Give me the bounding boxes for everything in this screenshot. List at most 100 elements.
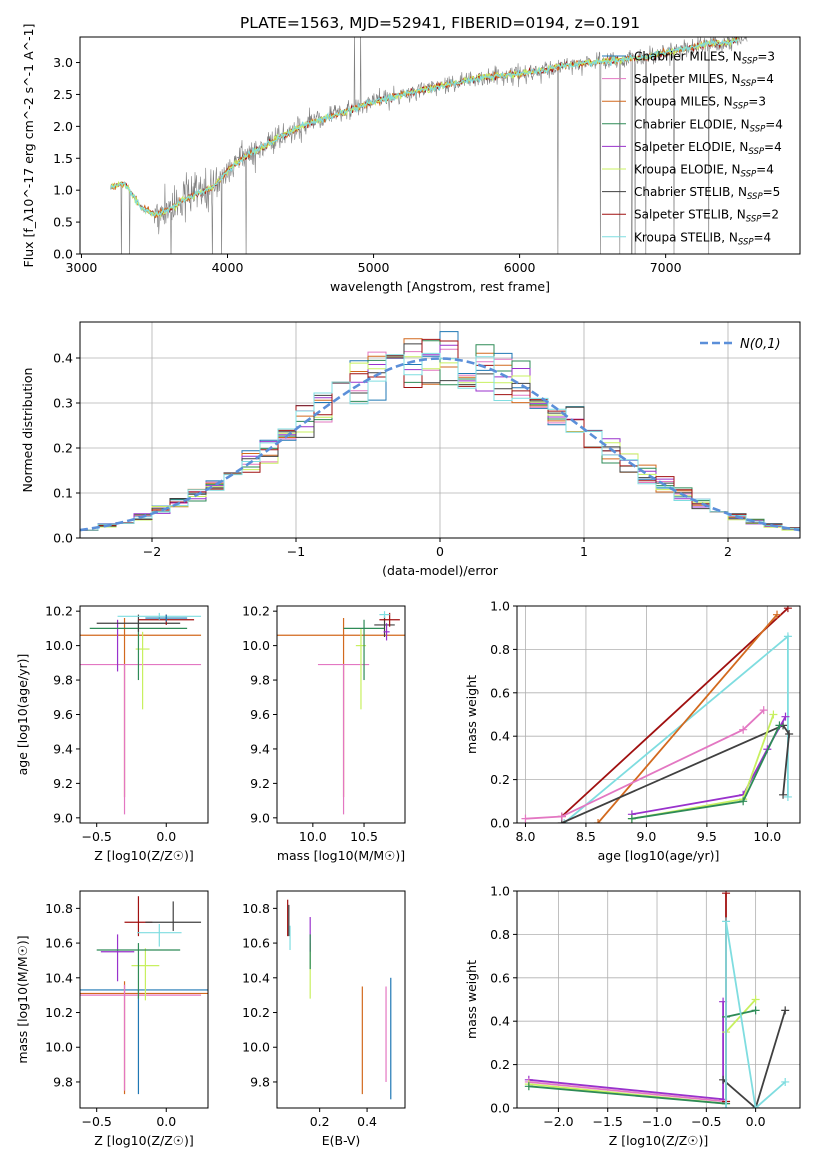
x-tick-label: 5000: [358, 260, 390, 275]
x-axis-label: Z [log10(Z/Z☉)]: [609, 1133, 709, 1148]
plot-area: [277, 611, 405, 815]
y-tick-label: 0.4: [490, 729, 510, 744]
point-marker: [781, 712, 790, 721]
y-axis-label: Normed distribution: [20, 368, 35, 493]
weight-line: [563, 634, 789, 823]
y-tick-label: 9.6: [250, 707, 270, 722]
point-marker: [751, 1104, 760, 1108]
y-tick-label: 0.0: [490, 816, 510, 831]
plot-area: [80, 612, 202, 815]
point-marker: [781, 1077, 790, 1086]
legend-label: Kroupa STELIB, NSSP=4: [634, 230, 771, 247]
x-axis-label: mass [log10(M/M☉)]: [277, 848, 405, 863]
y-tick-label: 1.5: [53, 151, 73, 166]
x-tick-label: 0: [436, 544, 444, 559]
x-tick-label: 9.5: [697, 829, 717, 844]
axes-frame: [79, 890, 209, 1109]
weight-line: [725, 921, 786, 1108]
x-axis-label: Z [log10(Z/Z☉)]: [94, 1133, 194, 1148]
y-tick-label: 10.2: [45, 604, 73, 619]
point-marker: [521, 814, 530, 823]
x-tick-label: 0.2: [310, 1114, 330, 1129]
y-tick-label: 0.5: [53, 215, 73, 230]
x-tick-label: 8.5: [576, 829, 596, 844]
y-tick-label: 0.1: [53, 486, 73, 501]
weight-line: [561, 724, 791, 823]
x-axis-label: wavelength [Angstrom, rest frame]: [330, 279, 550, 294]
y-tick-label: 0.2: [490, 772, 510, 787]
x-tick-label: −2: [143, 544, 161, 559]
x-tick-label: −2.0: [543, 1114, 573, 1129]
y-tick-label: 10.2: [45, 1005, 73, 1020]
x-tick-label: 0.0: [156, 829, 176, 844]
y-tick-label: 10.8: [45, 901, 73, 916]
point-marker: [783, 632, 792, 641]
point-marker: [739, 797, 748, 806]
y-tick-label: 9.2: [250, 776, 270, 791]
y-tick-label: 10.6: [45, 936, 73, 951]
x-tick-label: 6000: [504, 260, 536, 275]
x-tick-label: 0.0: [156, 1114, 176, 1129]
x-tick-label: 0.4: [357, 1114, 377, 1129]
point-marker: [773, 610, 782, 619]
weight-vs-metallicity-panel: −2.0 −1.5 −1.0 −0.5 0.0 0.0 0.2 0.4 0.6 0.8 1.0 Z […: [464, 884, 801, 1148]
y-axis-label: mass weight: [464, 960, 479, 1039]
y-tick-label: 9.0: [53, 810, 73, 825]
y-tick-label: 9.8: [250, 673, 270, 688]
weight-vs-age-panel: 8.0 8.5 9.0 9.5 10.0 0.0 0.2 0.4 0.6 0.8 1.0 age [l…: [464, 599, 801, 863]
x-tick-label: −0.5: [82, 829, 112, 844]
y-tick-label: 0.0: [53, 247, 73, 262]
weight-line: [597, 614, 778, 823]
x-axis-label: Z [log10(Z/Z☉)]: [94, 848, 194, 863]
spectrum-legend: Chabrier MILES, NSSP=3 Salpeter MILES, NS…: [602, 50, 783, 247]
y-tick-label: 10.2: [242, 1005, 270, 1020]
y-tick-label: 10.2: [242, 604, 270, 619]
y-tick-label: 10.6: [242, 936, 270, 951]
y-tick-label: 9.0: [250, 810, 270, 825]
x-tick-label: 1: [580, 544, 588, 559]
weight-line: [528, 998, 757, 1105]
x-tick-label: −1.5: [593, 1114, 623, 1129]
axes-frame: [516, 890, 801, 1109]
y-tick-label: 2.0: [53, 119, 73, 134]
y-tick-label: 3.0: [53, 55, 73, 70]
point-marker: [785, 730, 794, 739]
y-tick-label: 10.0: [242, 1040, 270, 1055]
y-tick-label: 9.4: [250, 741, 270, 756]
point-marker: [560, 819, 569, 823]
legend-label: Salpeter STELIB, NSSP=2: [634, 208, 779, 225]
axes-frame: [79, 605, 209, 824]
x-tick-label: 10.0: [299, 829, 327, 844]
y-axis-label: age [log10(age/yr)]: [15, 654, 30, 776]
y-tick-label: 1.0: [53, 183, 73, 198]
y-tick-label: 1.0: [490, 599, 510, 614]
y-axis-label: mass [log10(M/M☉)]: [15, 935, 30, 1063]
weight-line: [722, 1010, 787, 1108]
x-tick-label: 7000: [650, 260, 682, 275]
axes-frame: [276, 890, 406, 1109]
legend-label: Chabrier STELIB, NSSP=5: [634, 185, 780, 202]
point-marker: [722, 891, 731, 898]
y-axis-label: mass weight: [464, 675, 479, 754]
x-tick-label: 0.0: [746, 1114, 766, 1129]
legend-label: Kroupa ELODIE, NSSP=4: [634, 163, 774, 180]
x-tick-label: 10.0: [753, 829, 781, 844]
point-marker: [779, 790, 788, 799]
x-tick-label: 4000: [212, 260, 244, 275]
x-axis-label: age [log10(age/yr)]: [598, 848, 720, 863]
legend-label: Chabrier MILES, NSSP=3: [634, 50, 775, 67]
point-marker: [524, 1082, 533, 1091]
y-tick-label: 9.8: [53, 673, 73, 688]
gaussian-curve: [80, 357, 800, 532]
y-tick-label: 10.0: [45, 1040, 73, 1055]
y-tick-label: 0.6: [490, 970, 510, 985]
age-vs-mass-panel: 10.0 10.5 9.0 9.2 9.4 9.6 9.8 10.0 10.2 mass [log…: [242, 604, 406, 863]
y-tick-label: 10.0: [45, 638, 73, 653]
point-marker: [769, 710, 778, 719]
plot-area: [287, 899, 392, 1100]
legend-label: Chabrier ELODIE, NSSP=4: [634, 117, 783, 134]
y-tick-label: 0.0: [53, 531, 73, 546]
point-marker: [783, 792, 792, 801]
point-marker: [781, 1006, 790, 1015]
